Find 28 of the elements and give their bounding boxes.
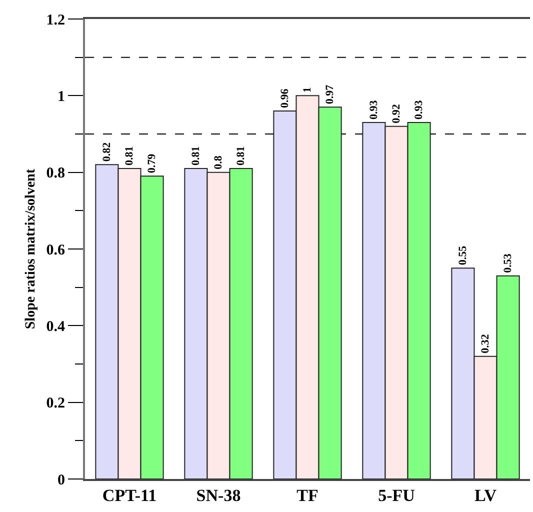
y-tick-label: 0 xyxy=(58,472,65,488)
x-tick-label: CPT-11 xyxy=(102,486,157,506)
x-tick-label: LV xyxy=(474,486,498,506)
y-tick-label: 0.2 xyxy=(46,396,65,412)
data-label: 0.32 xyxy=(480,334,492,354)
y-tick-label: 0.4 xyxy=(46,318,66,335)
data-label: 0.81 xyxy=(235,146,248,166)
data-label: 0.8 xyxy=(212,155,224,170)
y-tick-label: 0.8 xyxy=(46,166,65,182)
data-label: 0.81 xyxy=(190,146,202,166)
data-label: 0.93 xyxy=(368,100,380,120)
data-label: 0.53 xyxy=(502,253,514,273)
x-tick-label: SN-38 xyxy=(196,486,241,506)
data-label: 0.96 xyxy=(278,88,291,108)
data-label: 0.92 xyxy=(390,104,402,124)
data-label: 0.97 xyxy=(324,84,336,104)
data-label: 0.55 xyxy=(456,245,469,266)
data-label: 0.82 xyxy=(100,142,113,162)
data-label: 0.93 xyxy=(413,100,426,120)
y-tick-label: 1.2 xyxy=(46,12,65,28)
data-label: 0.79 xyxy=(146,153,158,174)
y-axis-title: Slope ratios matrix/solvent xyxy=(23,168,38,330)
x-tick-label: 5-FU xyxy=(378,486,415,506)
data-label: 0.81 xyxy=(124,146,136,166)
y-tick-label: 1 xyxy=(58,88,65,105)
x-tick-label: TF xyxy=(296,486,318,506)
y-tick-label: 0.6 xyxy=(46,242,66,258)
data-label: 1 xyxy=(302,87,314,93)
